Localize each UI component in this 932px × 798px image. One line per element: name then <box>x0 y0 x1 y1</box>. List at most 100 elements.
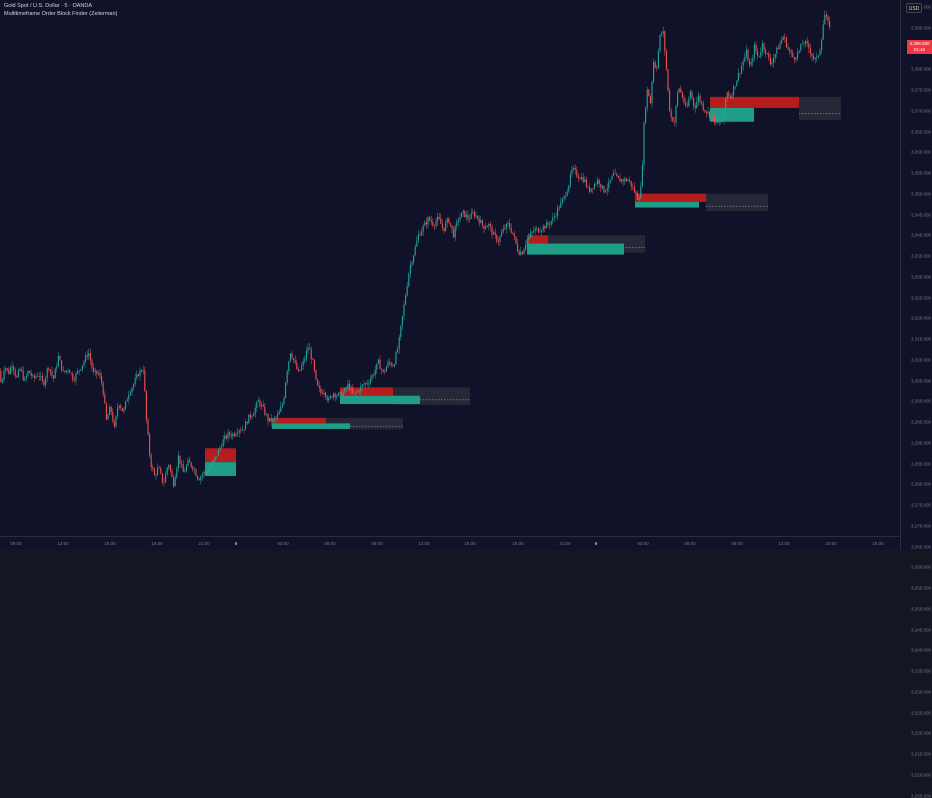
candle-down <box>789 48 791 52</box>
candle-up <box>241 429 243 431</box>
candle-down <box>152 467 154 469</box>
candle-down <box>317 379 319 386</box>
price-axis-label: 3,380.000 <box>911 66 932 72</box>
candle-down <box>73 380 75 381</box>
time-axis-label: 03:00 <box>637 541 649 546</box>
candle-up <box>417 234 419 241</box>
candle-up <box>347 383 349 388</box>
chart-pane[interactable]: Gold Spot / U.S. Dollar · 5 · OANDA Mult… <box>0 0 900 536</box>
candle-down <box>205 471 207 473</box>
candle-down <box>637 193 639 200</box>
candle-up <box>801 44 803 45</box>
candle-up <box>766 53 768 54</box>
candle-up <box>323 392 325 395</box>
candle-down <box>441 223 443 228</box>
candle-down <box>293 358 295 361</box>
candle-down <box>16 376 18 377</box>
candle-down <box>827 16 829 21</box>
candle-down <box>757 51 759 56</box>
candle-up <box>611 175 613 180</box>
candle-up <box>742 61 744 66</box>
candle-up <box>475 215 477 217</box>
candle-down <box>709 111 711 118</box>
candle-up <box>710 116 712 118</box>
candle-down <box>829 20 831 28</box>
candle-up <box>819 50 821 56</box>
candle-up <box>123 408 125 412</box>
candle-down <box>811 53 813 57</box>
candle-up <box>520 251 522 255</box>
price-axis-label: 3,215.000 <box>911 751 932 757</box>
candle-down <box>112 411 114 422</box>
price-axis[interactable]: 3,395.0003,390.0003,385.0003,380.0003,37… <box>900 0 932 798</box>
candle-up <box>662 31 664 34</box>
candle-down <box>758 55 760 57</box>
candle-up <box>406 286 408 296</box>
candle-up <box>219 447 221 450</box>
candle-up <box>414 246 416 256</box>
candle-up <box>689 91 691 99</box>
candle-up <box>118 405 120 408</box>
candle-up <box>539 231 541 233</box>
bearish-order-block <box>340 387 393 396</box>
indicator-title[interactable]: Multitimeframe Order Block Finder (Zeiie… <box>4 11 118 17</box>
candle-up <box>373 375 375 376</box>
candle-down <box>432 222 434 226</box>
candle-up <box>817 55 819 57</box>
candle-down <box>310 349 312 360</box>
candle-down <box>61 360 63 371</box>
candle-down <box>518 251 520 255</box>
candle-down <box>603 185 605 193</box>
candle-up <box>677 92 679 106</box>
candle-up <box>573 167 575 169</box>
candle-up <box>365 383 367 385</box>
candle-up <box>659 34 661 52</box>
price-chart-canvas[interactable] <box>0 0 900 536</box>
candle-down <box>64 370 66 373</box>
candle-down <box>579 178 581 180</box>
candle-down <box>769 57 771 65</box>
candle-down <box>72 373 74 381</box>
candle-up <box>201 474 203 477</box>
candle-up <box>678 88 680 93</box>
last-price-value: 3,388.000 <box>909 41 930 46</box>
candle-down <box>318 385 320 389</box>
candle-up <box>85 355 87 362</box>
candle-up <box>736 80 738 87</box>
candle-down <box>702 103 704 110</box>
candle-up <box>760 51 762 57</box>
candle-up <box>411 262 413 265</box>
candle-up <box>606 188 608 191</box>
candle-down <box>249 414 251 418</box>
candle-up <box>256 402 258 408</box>
symbol-title[interactable]: Gold Spot / U.S. Dollar · 5 · OANDA <box>4 3 93 9</box>
candle-down <box>585 179 587 187</box>
currency-selector[interactable]: USD <box>906 3 922 13</box>
candle-down <box>246 421 248 424</box>
candle-up <box>733 86 735 96</box>
price-axis-label: 3,275.000 <box>911 502 932 508</box>
candle-down <box>6 368 8 371</box>
candle-down <box>192 466 194 470</box>
candle-down <box>673 121 675 123</box>
candle-down <box>669 90 671 111</box>
candle-up <box>408 273 410 287</box>
candle-up <box>557 207 559 216</box>
candle-down <box>147 420 149 435</box>
candle-up <box>480 220 482 223</box>
candle-down <box>259 400 261 407</box>
candle-down <box>433 225 435 227</box>
candle-down <box>686 104 688 107</box>
candle-up <box>721 120 723 122</box>
time-axis[interactable]: 09:00 12:00 15:00 18:00 21:00 5 03:00 06:00 09:0… <box>0 536 900 550</box>
candle-up <box>302 361 304 366</box>
candle-down <box>825 14 827 17</box>
candle-down <box>59 355 61 361</box>
candle-up <box>581 177 583 180</box>
candle-down <box>438 216 440 219</box>
candle-up <box>269 417 271 422</box>
candle-up <box>422 225 424 232</box>
price-axis-label: 3,205.000 <box>911 793 932 798</box>
candle-up <box>552 217 554 222</box>
price-axis-label: 3,225.000 <box>911 710 932 715</box>
